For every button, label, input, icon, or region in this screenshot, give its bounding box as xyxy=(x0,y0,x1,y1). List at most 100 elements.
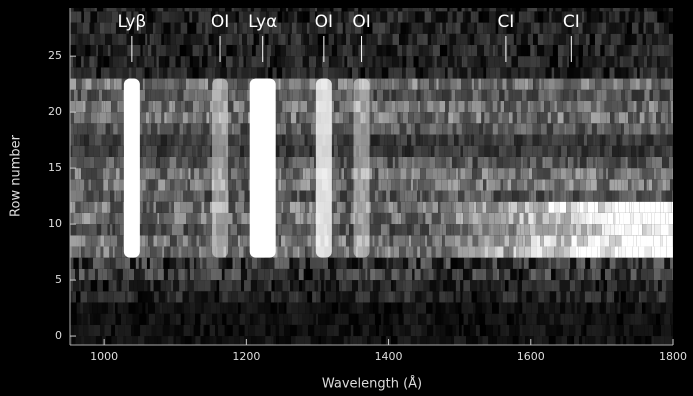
texture xyxy=(502,134,506,146)
texture xyxy=(534,44,538,57)
texture xyxy=(399,123,407,135)
texture xyxy=(219,8,226,12)
texture xyxy=(147,33,150,45)
texture xyxy=(432,291,440,303)
texture xyxy=(237,78,243,90)
texture xyxy=(240,123,247,135)
texture xyxy=(101,224,108,236)
texture xyxy=(561,22,568,34)
texture xyxy=(126,11,132,23)
texture xyxy=(103,100,106,113)
texture xyxy=(402,156,408,169)
texture xyxy=(406,56,410,68)
texture xyxy=(176,44,180,57)
texture xyxy=(435,8,439,12)
texture xyxy=(304,336,311,345)
texture xyxy=(118,44,125,57)
texture xyxy=(97,201,102,213)
texture xyxy=(206,268,211,281)
texture xyxy=(219,190,223,202)
texture xyxy=(636,100,643,113)
texture xyxy=(585,212,590,225)
texture xyxy=(554,190,561,202)
texture xyxy=(481,168,489,180)
texture xyxy=(399,190,405,202)
texture xyxy=(305,112,313,124)
texture xyxy=(374,235,379,247)
texture xyxy=(144,336,149,345)
texture xyxy=(256,33,260,45)
texture xyxy=(552,89,557,101)
texture xyxy=(514,89,522,101)
texture xyxy=(571,22,576,34)
texture xyxy=(349,67,353,79)
texture xyxy=(537,123,541,135)
texture xyxy=(425,212,432,225)
texture xyxy=(145,302,149,314)
texture xyxy=(481,291,486,303)
texture xyxy=(543,22,548,34)
texture xyxy=(478,257,481,269)
texture xyxy=(614,67,622,79)
texture xyxy=(228,201,236,213)
texture xyxy=(423,67,429,79)
texture xyxy=(651,302,656,314)
texture xyxy=(391,268,398,281)
texture xyxy=(209,336,214,345)
texture xyxy=(604,190,607,202)
texture xyxy=(171,134,175,146)
texture xyxy=(359,89,367,101)
texture xyxy=(298,268,304,281)
texture xyxy=(70,224,77,236)
texture xyxy=(442,89,450,101)
texture xyxy=(182,112,188,124)
texture xyxy=(665,291,669,303)
texture xyxy=(372,156,377,169)
texture xyxy=(302,324,309,337)
texture xyxy=(88,145,94,157)
texture xyxy=(633,201,640,213)
texture xyxy=(594,201,599,213)
texture xyxy=(477,44,485,57)
texture xyxy=(238,11,243,23)
texture xyxy=(237,201,245,213)
texture xyxy=(632,112,635,124)
texture xyxy=(296,67,301,79)
texture xyxy=(352,257,358,269)
texture xyxy=(635,78,640,90)
texture xyxy=(538,190,545,202)
texture xyxy=(447,44,450,57)
texture xyxy=(361,22,364,34)
texture xyxy=(500,179,503,191)
texture xyxy=(662,33,669,45)
texture xyxy=(363,291,370,303)
texture xyxy=(344,11,349,23)
texture xyxy=(668,291,673,303)
texture xyxy=(374,246,377,258)
texture xyxy=(663,11,669,23)
texture xyxy=(365,268,368,281)
texture xyxy=(201,201,205,213)
texture xyxy=(657,179,663,191)
texture xyxy=(366,145,374,157)
texture xyxy=(634,179,639,191)
texture xyxy=(103,190,111,202)
texture xyxy=(263,56,267,68)
texture xyxy=(594,235,601,247)
texture xyxy=(669,89,673,101)
texture xyxy=(423,78,430,90)
texture xyxy=(615,268,620,281)
texture xyxy=(577,268,581,281)
texture xyxy=(115,22,120,34)
texture xyxy=(116,168,120,180)
texture xyxy=(612,8,617,12)
texture xyxy=(332,235,335,247)
texture xyxy=(522,134,527,146)
texture xyxy=(499,224,502,236)
texture xyxy=(574,11,578,23)
texture xyxy=(221,89,226,101)
texture xyxy=(472,257,479,269)
texture xyxy=(377,257,383,269)
texture xyxy=(90,112,97,124)
texture xyxy=(557,145,562,157)
